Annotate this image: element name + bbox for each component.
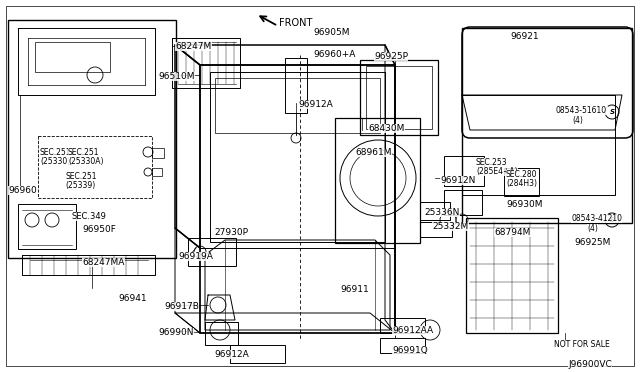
Text: (25330A): (25330A): [68, 157, 104, 166]
Bar: [35, 42, 110, 72]
Text: FRONT: FRONT: [279, 18, 312, 28]
Bar: [152, 148, 164, 158]
Text: 68247M: 68247M: [175, 42, 211, 51]
Text: 96960: 96960: [8, 186, 36, 195]
Text: 96912A: 96912A: [214, 350, 249, 359]
Text: S: S: [609, 109, 614, 115]
Text: 25332M: 25332M: [432, 222, 468, 231]
Text: SEC.280: SEC.280: [506, 170, 538, 179]
Text: 08543-41210: 08543-41210: [571, 214, 622, 223]
Bar: [285, 58, 307, 113]
Bar: [188, 238, 236, 266]
Bar: [360, 60, 438, 135]
Text: 96919A: 96919A: [178, 252, 213, 261]
Bar: [420, 222, 452, 237]
Bar: [215, 78, 380, 133]
Text: 96991Q: 96991Q: [392, 346, 428, 355]
Text: 96925M: 96925M: [574, 238, 611, 247]
Text: 96950F: 96950F: [82, 225, 116, 234]
Text: 96912A: 96912A: [298, 100, 333, 109]
Bar: [380, 338, 425, 353]
Text: SEC.251: SEC.251: [40, 148, 72, 157]
Bar: [504, 168, 539, 196]
Text: 96930M: 96930M: [506, 200, 543, 209]
Bar: [462, 28, 632, 223]
Text: 96510M: 96510M: [158, 72, 195, 81]
Text: (25339): (25339): [65, 181, 95, 190]
Text: (4): (4): [587, 224, 598, 233]
Bar: [38, 136, 152, 198]
Text: 96941: 96941: [118, 294, 147, 303]
Bar: [444, 190, 482, 215]
Bar: [230, 345, 285, 363]
Text: J96900VC: J96900VC: [568, 360, 612, 369]
Text: SEC.251: SEC.251: [68, 148, 99, 157]
Text: 68430M: 68430M: [368, 124, 404, 133]
Text: 27930P: 27930P: [214, 228, 248, 237]
Bar: [18, 204, 76, 249]
Text: (25330): (25330): [40, 157, 70, 166]
Bar: [420, 202, 450, 220]
Text: SEC.349: SEC.349: [72, 212, 107, 221]
Bar: [152, 168, 162, 176]
Text: 96905M: 96905M: [313, 28, 349, 37]
Bar: [335, 118, 420, 243]
Text: 25336N: 25336N: [424, 208, 460, 217]
Bar: [466, 218, 558, 333]
Bar: [444, 156, 484, 186]
Text: SEC.253: SEC.253: [476, 158, 508, 167]
Text: SEC.251: SEC.251: [65, 172, 97, 181]
Text: 96960+A: 96960+A: [313, 50, 355, 59]
Text: 68794M: 68794M: [494, 228, 531, 237]
Text: 96912N: 96912N: [440, 176, 476, 185]
Text: 68247MA: 68247MA: [82, 258, 124, 267]
Text: 96921: 96921: [510, 32, 539, 41]
Text: 96990N: 96990N: [158, 328, 193, 337]
Bar: [380, 318, 425, 333]
Text: (4): (4): [572, 116, 583, 125]
Bar: [210, 72, 385, 242]
Bar: [200, 65, 395, 333]
Bar: [8, 20, 176, 258]
Text: S: S: [609, 217, 614, 223]
Text: (285E4+A): (285E4+A): [476, 167, 518, 176]
Text: 08543-51610: 08543-51610: [556, 106, 607, 115]
Text: 96912AA: 96912AA: [392, 326, 433, 335]
Text: (284H3): (284H3): [506, 179, 537, 188]
Text: 96911: 96911: [340, 285, 369, 294]
Text: 96917B: 96917B: [164, 302, 199, 311]
Text: 96925P: 96925P: [374, 52, 408, 61]
Text: NOT FOR SALE: NOT FOR SALE: [554, 340, 610, 349]
Bar: [366, 66, 432, 129]
Text: 68961M: 68961M: [355, 148, 392, 157]
